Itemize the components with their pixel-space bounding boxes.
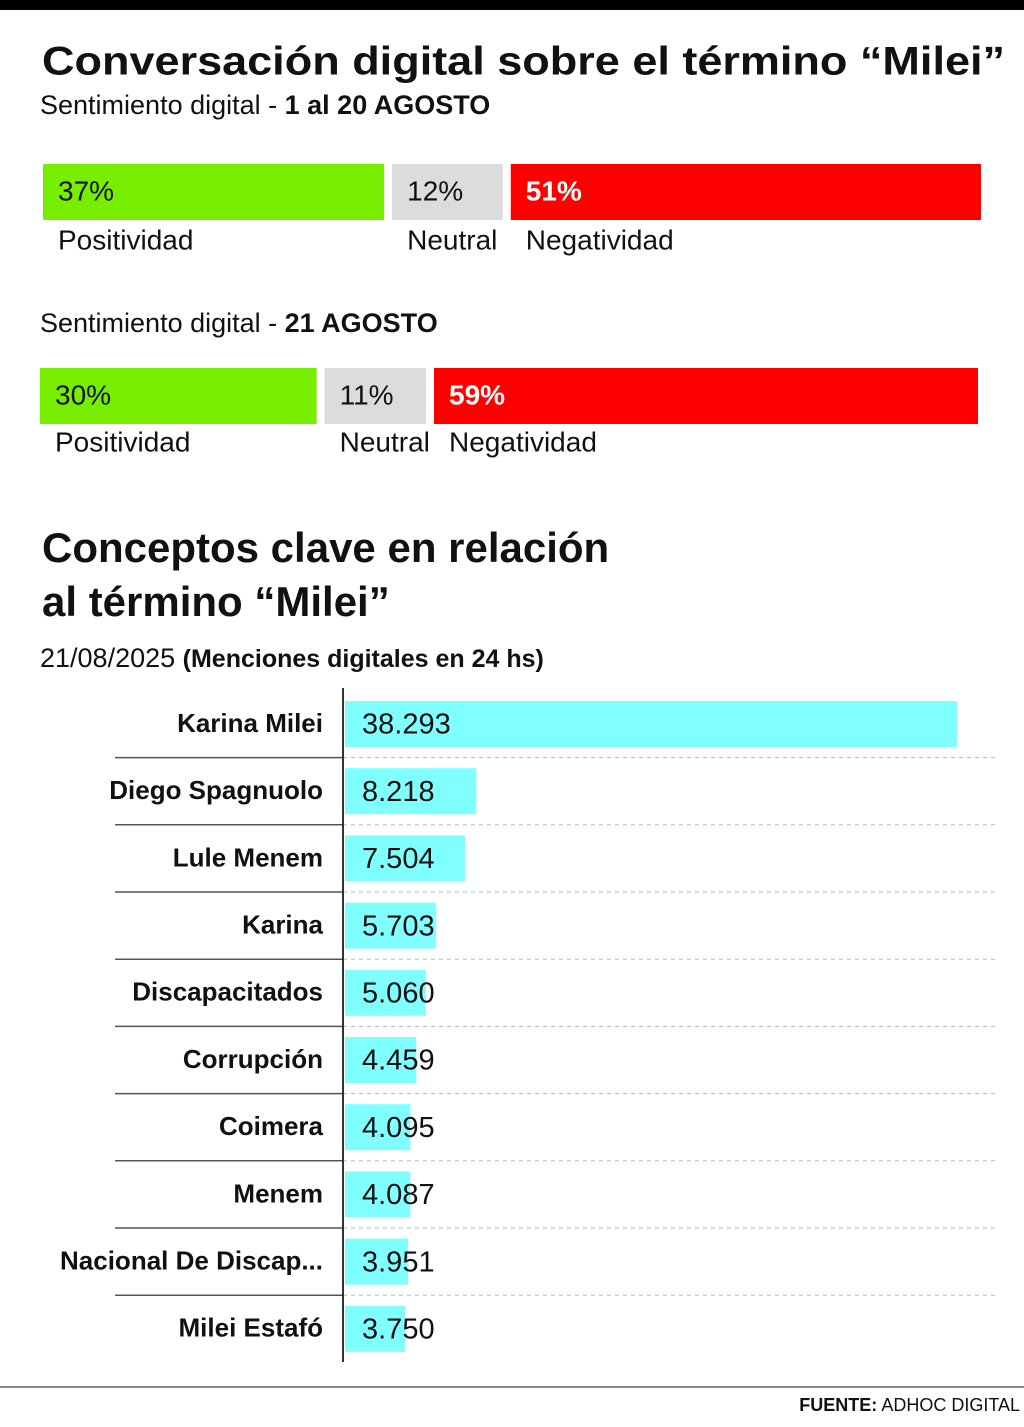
legend-label: Negatividad — [526, 224, 674, 255]
segment — [392, 164, 503, 220]
value-label: 5.060 — [362, 977, 435, 1009]
value-label: 11% — [340, 379, 394, 410]
category-label: Nacional De Discap... — [60, 1245, 323, 1275]
value-label: 12% — [407, 175, 463, 206]
bar — [345, 902, 437, 949]
subtitle-prefix: Sentimiento digital - — [40, 90, 277, 120]
section-subtitle: 21/08/2025 (Menciones digitales en 24 hs… — [40, 643, 544, 673]
segment — [510, 164, 981, 220]
legend-label: Positividad — [58, 224, 193, 255]
bar — [345, 1037, 417, 1083]
category-label: Lule Menem — [173, 842, 323, 872]
bar — [345, 969, 426, 1016]
value-label: 37% — [58, 175, 114, 206]
bar — [345, 768, 477, 815]
subtitle-prefix: Sentimiento digital - — [40, 308, 277, 338]
subtitle-period: 1 al 20 AGOSTO — [285, 90, 491, 120]
value-label: 3.750 — [362, 1313, 435, 1345]
subtitle-period: 21 AGOSTO — [285, 308, 438, 338]
bar — [345, 1238, 409, 1285]
value-label: 5.703 — [362, 910, 435, 942]
value-label: 51% — [526, 175, 582, 206]
legend-label: Neutral — [407, 224, 497, 255]
category-label: Discapacitados — [132, 977, 323, 1007]
value-label: 3.951 — [362, 1246, 435, 1278]
bar — [345, 1305, 405, 1352]
date: 21/08/2025 — [40, 643, 175, 673]
subtitle: (Menciones digitales en 24 hs) — [183, 645, 544, 673]
category-label: Corrupción — [183, 1044, 323, 1074]
segment — [434, 368, 978, 424]
legend-label: Negatividad — [449, 426, 597, 457]
section-title: al término “Milei” — [42, 578, 390, 625]
category-label: Diego Spagnuolo — [109, 775, 323, 805]
value-label: 38.293 — [362, 709, 451, 741]
value-label: 4.087 — [362, 1179, 435, 1211]
value-label: 4.095 — [362, 1112, 435, 1144]
subtitle: Sentimiento digital - 1 al 20 AGOSTO — [40, 90, 490, 120]
section-title: Conceptos clave en relación — [42, 524, 609, 571]
bar — [345, 1104, 411, 1151]
category-label: Menem — [233, 1178, 323, 1208]
source-label: FUENTE: — [799, 1395, 877, 1415]
source: FUENTE: ADHOC DIGITAL — [799, 1395, 1020, 1415]
bar — [345, 1171, 411, 1218]
category-label: Coimera — [219, 1111, 324, 1141]
bar — [345, 701, 957, 747]
category-label: Karina — [242, 909, 323, 939]
segment — [324, 368, 427, 424]
top-rule — [0, 0, 1024, 10]
subtitle: Sentimiento digital - 21 AGOSTO — [40, 308, 438, 338]
value-label: 8.218 — [362, 776, 435, 808]
category-label: Milei Estafó — [179, 1313, 323, 1343]
source-text: ADHOC DIGITAL — [881, 1395, 1020, 1415]
segment — [40, 368, 317, 424]
segment — [43, 164, 385, 220]
value-label: 30% — [55, 379, 111, 410]
value-label: 4.459 — [362, 1045, 435, 1077]
category-label: Karina Milei — [177, 708, 323, 738]
value-label: 7.504 — [362, 843, 435, 875]
value-label: 59% — [449, 379, 505, 410]
bar — [345, 835, 465, 882]
legend-label: Neutral — [340, 426, 430, 457]
legend-label: Positividad — [55, 426, 190, 457]
main-title: Conversación digital sobre el término “M… — [42, 40, 1005, 84]
